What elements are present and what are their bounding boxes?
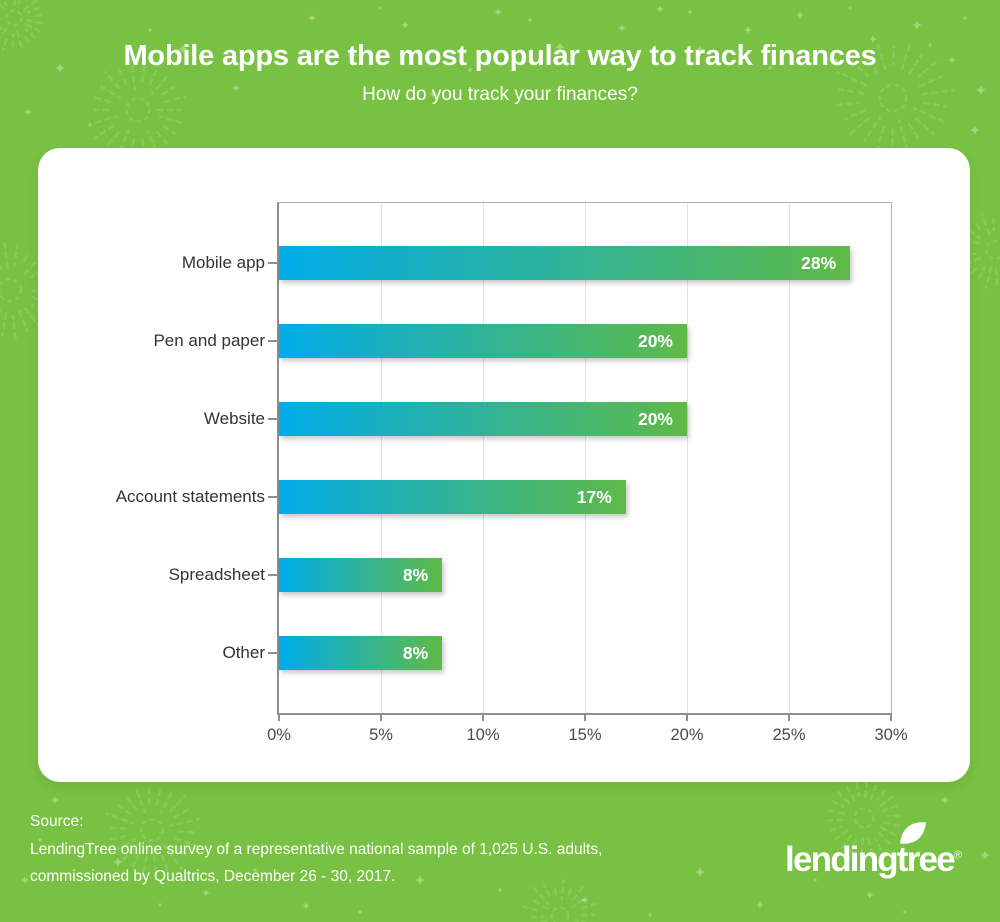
sparkle-decoration bbox=[912, 20, 922, 30]
sparkle-decoration bbox=[618, 24, 626, 32]
value-label: 28% bbox=[801, 253, 837, 273]
value-label: 20% bbox=[637, 409, 673, 429]
y-axis-tick bbox=[268, 262, 277, 264]
gridline bbox=[381, 203, 382, 713]
bar-row: Website 20% bbox=[204, 402, 891, 436]
x-axis-tick bbox=[686, 713, 688, 721]
gridline bbox=[687, 203, 688, 713]
category-label: Pen and paper bbox=[153, 331, 265, 350]
sparkle-decoration bbox=[980, 850, 990, 860]
category-label: Account statements bbox=[115, 487, 265, 506]
x-tick-label: 20% bbox=[670, 726, 704, 744]
dot-decoration bbox=[848, 6, 852, 10]
source-line-2: commissioned by Qualtrics, December 26 -… bbox=[30, 868, 396, 885]
sparkle-decoration bbox=[581, 896, 589, 904]
bar-row: Pen and paper 20% bbox=[153, 324, 891, 358]
category-label: Spreadsheet bbox=[168, 565, 265, 584]
sparkle-decoration bbox=[308, 14, 316, 22]
x-axis-tick bbox=[788, 713, 790, 721]
x-axis-tick bbox=[380, 713, 382, 721]
x-tick-label: 10% bbox=[466, 726, 500, 744]
x-tick-label: 30% bbox=[874, 726, 908, 744]
value-label: 20% bbox=[637, 331, 673, 351]
dot-decoration bbox=[688, 10, 692, 14]
dot-decoration bbox=[528, 18, 532, 22]
gridline bbox=[585, 203, 586, 713]
y-axis-tick bbox=[268, 652, 277, 654]
bar: 8% bbox=[279, 636, 443, 670]
y-axis-tick bbox=[268, 418, 277, 420]
bar: 8% bbox=[279, 558, 443, 592]
bar-row: Spreadsheet 8% bbox=[169, 558, 891, 592]
source-note: Source: LendingTree online survey of a r… bbox=[30, 808, 602, 891]
sparkle-decoration bbox=[695, 867, 705, 877]
sparkle-decoration bbox=[401, 21, 409, 29]
sparkle-decoration bbox=[24, 108, 32, 116]
x-axis-tick bbox=[584, 713, 586, 721]
source-label: Source: bbox=[30, 813, 84, 830]
category-label: Website bbox=[203, 409, 265, 428]
x-tick-label: 0% bbox=[267, 726, 291, 744]
sparkle-decoration bbox=[756, 901, 764, 909]
sparkle-decoration bbox=[744, 26, 752, 34]
dot-decoration bbox=[648, 913, 652, 917]
x-tick-label: 15% bbox=[568, 726, 602, 744]
category-label: Other bbox=[222, 643, 265, 662]
bar: 20% bbox=[279, 324, 687, 358]
bar-row: Other 8% bbox=[222, 636, 891, 670]
bar-chart-plot: Mobile app 28% Pen and paper 20% Website 20% A… bbox=[116, 202, 908, 744]
x-axis-tick bbox=[278, 713, 280, 721]
bar-row: Account statements 17% bbox=[116, 480, 891, 514]
bar: 17% bbox=[279, 480, 626, 514]
x-axis-tick bbox=[890, 713, 892, 721]
dot-decoration bbox=[88, 123, 92, 127]
gridline bbox=[483, 203, 484, 713]
leaf-icon bbox=[900, 822, 926, 844]
chart-card: Mobile app 28% Pen and paper 20% Website 20% A… bbox=[38, 148, 970, 782]
y-axis-tick bbox=[268, 574, 277, 576]
bar-row: Mobile app 28% bbox=[182, 246, 891, 280]
x-axis-tick bbox=[482, 713, 484, 721]
lendingtree-logo: lendingtree® bbox=[759, 818, 974, 890]
x-tick-label: 25% bbox=[772, 726, 806, 744]
sparkle-decoration bbox=[21, 876, 29, 884]
logo-text: lendingtree bbox=[785, 840, 956, 879]
bar: 28% bbox=[279, 246, 851, 280]
sparkle-decoration bbox=[970, 125, 980, 135]
sparkle-decoration bbox=[494, 8, 502, 16]
dot-decoration bbox=[148, 28, 152, 32]
source-line-1: LendingTree online survey of a represent… bbox=[30, 840, 603, 858]
page-subtitle: How do you track your finances? bbox=[362, 84, 638, 105]
dot-decoration bbox=[963, 16, 967, 20]
gridline bbox=[789, 203, 790, 713]
dot-decoration bbox=[158, 903, 162, 907]
dot-decoration bbox=[378, 6, 382, 10]
page-title: Mobile apps are the most popular way to … bbox=[123, 40, 877, 72]
bar: 20% bbox=[279, 402, 687, 436]
sparkle-decoration bbox=[51, 796, 59, 804]
value-label: 8% bbox=[402, 643, 429, 663]
y-axis-tick bbox=[268, 496, 277, 498]
dot-decoration bbox=[903, 910, 907, 914]
category-label: Mobile app bbox=[181, 253, 265, 272]
logo-wordmark: lendingtree® bbox=[785, 840, 962, 880]
sparkle-decoration bbox=[866, 891, 874, 899]
sparkle-decoration bbox=[941, 796, 949, 804]
firework-decoration bbox=[89, 58, 186, 162]
sparkle-decoration bbox=[302, 902, 310, 910]
y-axis-tick bbox=[268, 340, 277, 342]
dot-decoration bbox=[358, 910, 362, 914]
value-label: 8% bbox=[402, 565, 429, 585]
x-tick-label: 5% bbox=[369, 726, 393, 744]
value-label: 17% bbox=[576, 487, 612, 507]
registered-mark: ® bbox=[953, 849, 962, 862]
sparkle-decoration bbox=[796, 11, 804, 19]
sparkle-decoration bbox=[656, 5, 664, 13]
